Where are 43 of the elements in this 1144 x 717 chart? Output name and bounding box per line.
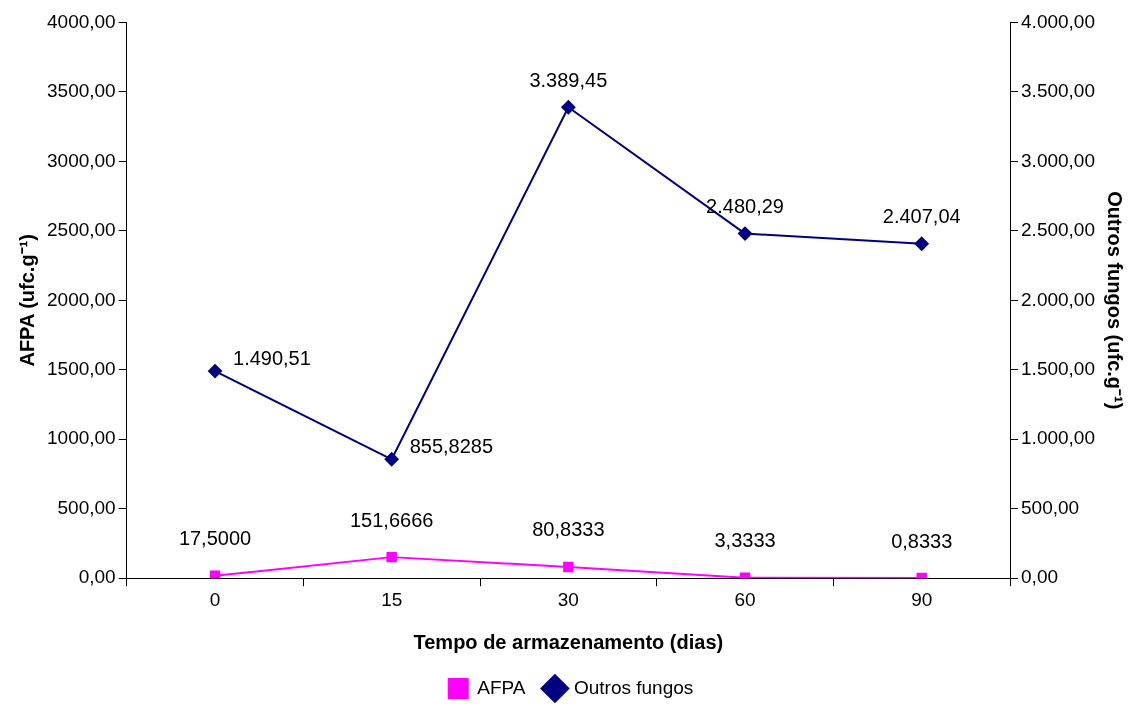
y2-tick-label: 3.500,00 [1021, 80, 1096, 102]
y-tick-label: 1500,00 [46, 358, 116, 380]
y2-axis-title: Outros fungos (ufc.g⁻¹) [1104, 191, 1127, 410]
data-label: 80,8333 [532, 518, 605, 541]
y-tick-label: 0,00 [78, 566, 116, 588]
y2-tick-label: 3.000,00 [1021, 149, 1096, 171]
point [738, 226, 753, 241]
y-tick-label: 4000,00 [46, 10, 116, 32]
legend-label: Outros fungos [573, 676, 694, 698]
point [561, 100, 576, 115]
data-label: 1.490,51 [233, 346, 311, 369]
legend-label: AFPA [477, 676, 526, 698]
y-tick-label: 3500,00 [46, 80, 116, 102]
point [384, 452, 399, 467]
y-tick-label: 500,00 [57, 496, 116, 518]
data-label: 3.389,45 [529, 68, 608, 91]
y2-tick-label: 0,00 [1021, 566, 1059, 588]
x-tick-label: 60 [734, 588, 756, 610]
x-axis-title: Tempo de armazenamento (dias) [413, 630, 724, 653]
x-tick-label: 90 [911, 588, 933, 610]
data-label: 151,6666 [349, 508, 434, 531]
data-label: 855,8285 [409, 434, 494, 457]
data-label: 2.407,04 [882, 205, 961, 228]
y2-tick-label: 1.500,00 [1021, 358, 1096, 380]
y-tick-label: 2500,00 [46, 219, 116, 241]
y2-tick-label: 4.000,00 [1021, 10, 1096, 32]
data-label: 0,8333 [891, 529, 953, 552]
data-label: 2.480,29 [706, 195, 784, 218]
x-tick-label: 30 [557, 588, 579, 610]
x-tick-label: 15 [381, 588, 403, 610]
y-axis-title: AFPA (ufc.g⁻¹) [15, 234, 38, 367]
y-tick-label: 3000,00 [46, 149, 116, 171]
y2-tick-label: 2.500,00 [1021, 219, 1096, 241]
y2-tick-label: 2.000,00 [1021, 288, 1096, 310]
y-tick-label: 1000,00 [46, 427, 116, 449]
y2-tick-label: 500,00 [1021, 496, 1080, 518]
data-label: 3,3333 [714, 529, 776, 552]
point [208, 364, 223, 379]
y-tick-label: 2000,00 [46, 288, 116, 310]
point [914, 236, 929, 251]
y2-tick-label: 1.000,00 [1021, 427, 1096, 449]
data-label: 17,5000 [178, 527, 252, 550]
x-tick-label: 0 [209, 588, 221, 610]
